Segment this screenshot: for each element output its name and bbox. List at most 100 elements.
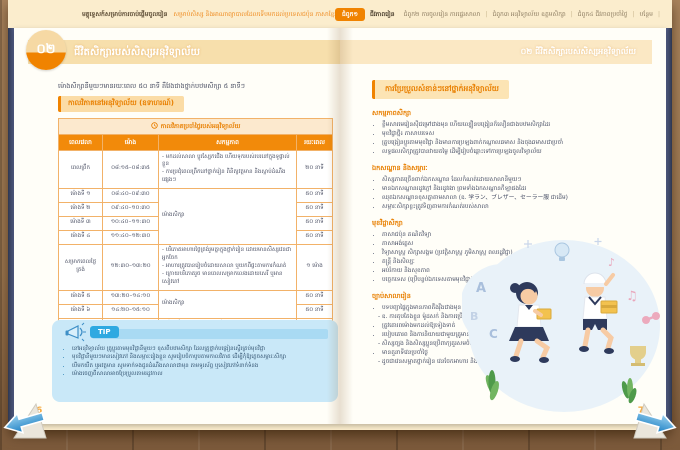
intro-text: ម៉ោងសិក្សានីមួយៗមានរយៈពេល ៥០ នាទី គឺវែងជ… bbox=[58, 82, 245, 90]
cell-duration: ៥០ នាទី bbox=[296, 289, 333, 305]
sparkle-icon bbox=[524, 238, 602, 248]
table-row: ម៉ោងទី ៦ ១៤:២០–១៥:១០ ៥០ នាទី bbox=[58, 303, 333, 319]
section-heading: សកម្មភាពសិក្សា bbox=[372, 109, 411, 117]
tab-chapter-3[interactable]: ជំពូក៣ អនុវិទ្យាល័យ ឧត្តមសិក្សា bbox=[492, 10, 566, 18]
list-item: វិទ្យាសាស្ត្រ សិក្សាសង្គម (ប្រវត្តិសាស្ត… bbox=[382, 249, 654, 258]
music-notes-icon: ♪ ♫ bbox=[608, 256, 638, 304]
bullet-list: សិស្សភាគច្រើនពាក់ឯកសណ្ឋាន ដែលកំណត់ដោយសាល… bbox=[372, 176, 654, 212]
guidebook-spread: មគ្គុទ្ទេសក៍សម្រាប់ការចាប់ផ្តើមចូលរៀន សម… bbox=[8, 0, 672, 430]
list-item: តន្ត្រី និងសិល្បៈ bbox=[382, 258, 654, 267]
cell-time: ១២:៣០–១៣:២០ bbox=[102, 243, 159, 291]
plant-left bbox=[485, 370, 499, 401]
page-turn-previous-button[interactable] bbox=[0, 398, 52, 446]
col-header: ម៉ោង bbox=[102, 134, 159, 151]
cell-period: ម៉ោងទី ៣ bbox=[58, 215, 103, 231]
top-navigation-bar: មគ្គុទ្ទេសក៍សម្រាប់ការចាប់ផ្តើមចូលរៀន សម… bbox=[8, 0, 672, 28]
tip-box: TIP នៅអនុវិទ្យាល័យ គ្រូប្តូរតាមមុខវិជ្ជា… bbox=[52, 320, 338, 402]
list-item: មានឯកសណ្ឋានរដូវក្តៅ និងរដូវរងា ព្រមទាំងឯ… bbox=[382, 185, 654, 194]
cell-time: ១០:៤០–១១:៣០ bbox=[102, 215, 159, 231]
cell-duration: ៥០ នាទី bbox=[296, 201, 333, 217]
tab-chapter-4[interactable]: ជំពូក៤ ជីវភាពប្រចាំថ្ងៃ bbox=[577, 10, 628, 18]
book-right-edge bbox=[666, 28, 672, 424]
list-item: មានតួនាទីវេនប្រចាំថ្ងៃ bbox=[382, 349, 550, 358]
cell-duration: ៥០ នាទី bbox=[296, 215, 333, 231]
tip-item: ម៉ោងចេញពីសាលាអាចប្រែប្រួលតាមរដូវកាល bbox=[72, 370, 326, 378]
cell-period: ម៉ោងទី ៥ bbox=[58, 289, 103, 305]
document-title: មគ្គុទ្ទេសក៍សម្រាប់ការចាប់ផ្តើមចូលរៀន សម… bbox=[82, 10, 335, 19]
chapter-title: ជីវិតសិក្សារបស់សិស្សអនុវិទ្យាល័យ bbox=[74, 47, 201, 58]
tab-extra[interactable]: បន្ថែម bbox=[639, 10, 653, 18]
bullet-list: ភាសាជប៉ុន គណិតវិទ្យា ភាសាអង់គ្លេស វិទ្យា… bbox=[372, 231, 654, 285]
cell-duration: ៥០ នាទី bbox=[296, 229, 333, 245]
list-item: របៀបគោរព និងការនិយាយជាមួយគ្រូមានលក្ខណៈផ្… bbox=[382, 331, 550, 340]
floating-letters: A B C bbox=[470, 281, 498, 341]
cell-duration: ៥០ នាទី bbox=[296, 303, 333, 319]
right-page: ០២ ជីវិតសិក្សារបស់សិស្សអនុវិទ្យាល័យ ការប… bbox=[340, 28, 666, 424]
tab-chapter-1-badge[interactable]: ជំពូក១ bbox=[335, 7, 365, 21]
tip-item: បើមកយឺត ឬអវត្តមាន សូមទាក់ទងជូនដំណឹងសាលាជ… bbox=[72, 362, 326, 370]
list-item: មុខវិជ្ជាថ្មី៖ ភាសាបរទេស bbox=[382, 130, 654, 139]
girl-student bbox=[509, 282, 552, 363]
cell-duration: ២០ នាទី bbox=[296, 150, 333, 189]
sub-list-item: - ឧ. ការតុបតែងខ្លួន ម៉ូដសក់ និងការប្រើទូ… bbox=[378, 313, 536, 320]
list-item: បច្ចេកទេស (ប្រើបន្ទប់ឯកទេសតាមមុខវិជ្ជា) bbox=[382, 276, 654, 285]
cell-activity: - មកដល់សាលា ប្តូរស្បែកជើង ហើយទុករបស់របរន… bbox=[158, 150, 297, 189]
arrow-left-icon bbox=[3, 411, 46, 434]
students-illustration: A B C ♪ ♫ bbox=[462, 238, 660, 412]
cell-time: ០៨:១៥–០៨:៣៥ bbox=[102, 150, 159, 189]
page-turn-next-button[interactable] bbox=[628, 398, 680, 446]
sub-list-item: - សិស្សច្បង និងសិស្សប្អូនប្រើពាក្យគួរសមច… bbox=[378, 340, 486, 347]
cell-time: ១៣:២០–១៤:១០ bbox=[102, 289, 159, 305]
svg-text:♪: ♪ bbox=[608, 256, 615, 269]
tab-separator: | bbox=[570, 10, 573, 18]
clock-icon bbox=[150, 122, 158, 131]
dumbbell-icon bbox=[642, 312, 660, 324]
section-heading: មុខវិជ្ជាសិក្សា bbox=[372, 218, 403, 227]
document-title-sub: សម្រាប់សិស្ស និងអាណាព្យាបាលដែលទើបមកដល់ប្… bbox=[173, 10, 335, 18]
tab-chapter-2[interactable]: ជំពូក២ ការចូលរៀន ការផ្ទេរសាលា bbox=[403, 10, 481, 18]
page-spread: ០២ ជីវិតសិក្សារបស់សិស្សអនុវិទ្យាល័យ ម៉ោង… bbox=[14, 28, 666, 424]
list-item: បទបញ្ជាផ្ទៃក្នុងមានភាពតឹងរ៉ឹងជាងមុន bbox=[382, 304, 550, 313]
table-row: ម៉ោងទី ២ ០៩:៤០–១០:៣០ ៥០ នាទី bbox=[58, 201, 333, 217]
megaphone-icon bbox=[64, 322, 90, 348]
left-page: ០២ ជីវិតសិក្សារបស់សិស្សអនុវិទ្យាល័យ ម៉ោង… bbox=[14, 28, 340, 424]
table-header-row: ពេលវេលា ម៉ោង សកម្មភាព រយៈពេល bbox=[58, 134, 333, 151]
page-number-right: 7 bbox=[637, 406, 644, 416]
book-left-edge bbox=[8, 28, 14, 424]
section-heading: ច្បាប់សាលារៀន bbox=[372, 291, 411, 300]
list-item: ភាសាជប៉ុន គណិតវិទ្យា bbox=[382, 231, 654, 240]
list-item: សិស្សភាគច្រើនពាក់ឯកសណ្ឋាន ដែលកំណត់ដោយសាល… bbox=[382, 176, 654, 185]
cell-period: សម្រាកពេលថ្ងៃត្រង់ bbox=[58, 243, 103, 291]
list-item: លទ្ធផលសិក្សាត្រូវបានវាយតម្លៃ ដើម្បីរៀបចំ… bbox=[382, 148, 654, 157]
running-header-title: ០២ ជីវិតសិក្សារបស់សិស្សអនុវិទ្យាល័យ bbox=[520, 47, 636, 56]
tab-separator: | bbox=[657, 10, 660, 18]
list-item: ត្រូវគោរពម៉ោងមកដល់ឱ្យទៀងទាត់ bbox=[382, 322, 550, 331]
tip-list: នៅអនុវិទ្យាល័យ គ្រូប្តូរតាមមុខវិជ្ជានីមួ… bbox=[72, 345, 326, 378]
cell-activity-merged: ម៉ោងសិក្សា bbox=[158, 187, 297, 245]
cell-time: ១១:៤០–១២:៣០ bbox=[102, 229, 159, 245]
table-row-lunch: សម្រាកពេលថ្ងៃត្រង់ ១២:៣០–១៣:២០ - បរិភោគអ… bbox=[58, 243, 333, 291]
schedule-table-title: កាលវិភាគប្រចាំថ្ងៃរបស់អនុវិទ្យាល័យ bbox=[58, 118, 333, 134]
bullet-list: បទបញ្ជាផ្ទៃក្នុងមានភាពតឹងរ៉ឹងជាងមុន - ឧ.… bbox=[372, 304, 550, 367]
section-label: ការប្រែប្រួលសំខាន់ៗនៅថ្នាក់អនុវិទ្យាល័យ bbox=[372, 80, 509, 99]
table-row: ម៉ោងទី ១ ០៨:៤០–០៩:៣០ ម៉ោងសិក្សា ៥០ នាទី bbox=[58, 187, 333, 245]
list-item: គ្រូបង្រៀនប្តូរតាមមុខវិជ្ជា និងមានការប្រ… bbox=[382, 139, 654, 148]
col-header: សកម្មភាព bbox=[158, 134, 297, 151]
chapter-header-band-right: ០២ ជីវិតសិក្សារបស់សិស្សអនុវិទ្យាល័យ bbox=[340, 40, 652, 64]
tab-separator: | bbox=[632, 10, 635, 18]
tab-chapter-1-label[interactable]: ជីវភាពរៀន bbox=[369, 10, 395, 18]
tip-item: នៅអនុវិទ្យាល័យ គ្រូប្តូរតាមមុខវិជ្ជានីមួ… bbox=[72, 345, 326, 353]
section-study: សកម្មភាពសិក្សា ខ្លឹមសារមេរៀនស៊ីជម្រៅជាងម… bbox=[372, 109, 654, 157]
svg-text:C: C bbox=[489, 327, 498, 341]
cell-period: ម៉ោងទី ៦ bbox=[58, 303, 103, 319]
sub-list-item: - ដូចជាវេនសម្អាតថ្នាក់រៀន វេនចែកអាហារ និ… bbox=[378, 358, 529, 365]
svg-text:♫: ♫ bbox=[626, 289, 638, 304]
col-header: រយៈពេល bbox=[296, 134, 333, 151]
tip-header: TIP bbox=[62, 322, 328, 343]
cell-time: ១៤:២០–១៥:១០ bbox=[102, 303, 159, 319]
tip-badge: TIP bbox=[90, 326, 119, 338]
section-subjects: មុខវិជ្ជាសិក្សា ភាសាជប៉ុន គណិតវិទ្យា ភាស… bbox=[372, 219, 654, 285]
cell-period: ម៉ោងទី ៤ bbox=[58, 229, 103, 245]
cell-duration: ១ ម៉ោង bbox=[296, 243, 333, 291]
